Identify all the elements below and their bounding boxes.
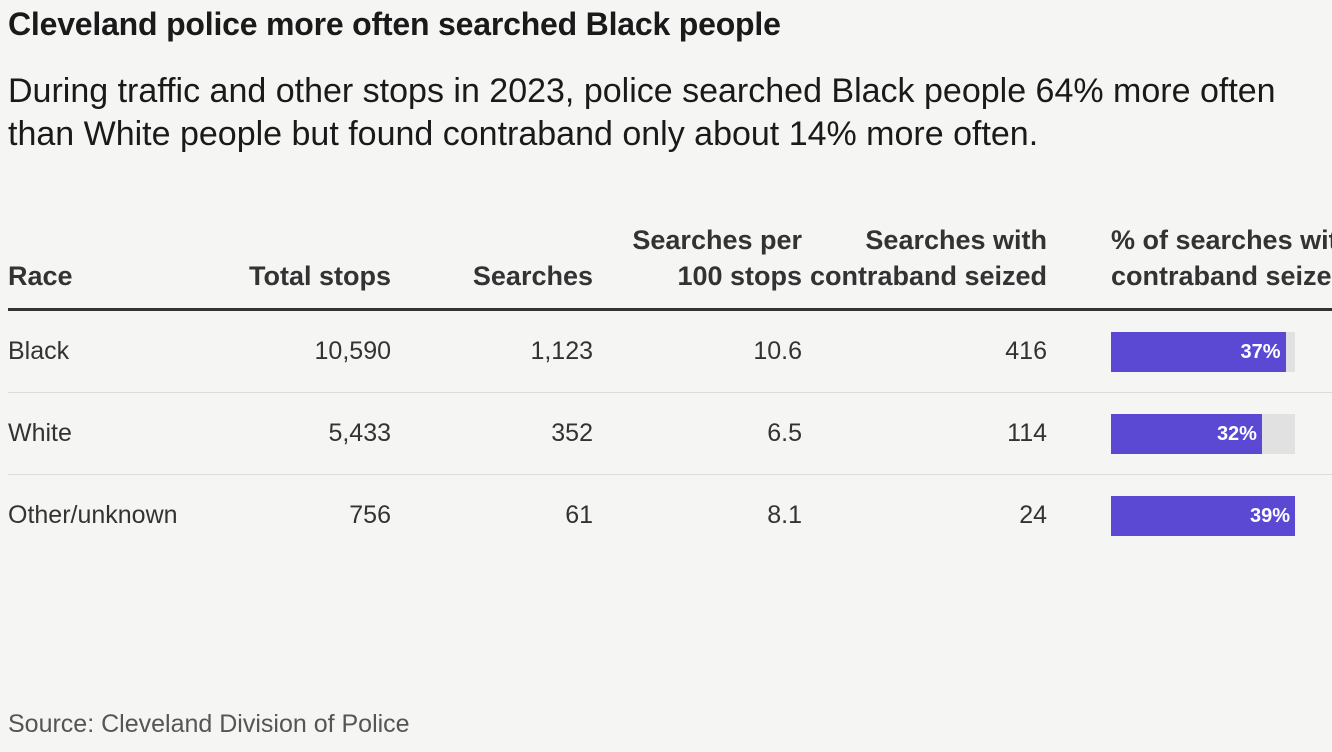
header-row: Race Total stops Searches Searches per 1… [8,222,1332,310]
bar-fill: 32% [1111,413,1262,454]
col-header-race: Race [8,261,73,291]
cell-race: Other/unknown [8,501,178,529]
data-table: Race Total stops Searches Searches per 1… [8,222,1332,556]
cell-total-stops: 756 [349,501,391,529]
cell-searches: 61 [565,501,593,529]
bar-value-label: 39% [1249,504,1290,527]
bar-track: 37% [1111,331,1295,372]
chart-title: Cleveland police more often searched Bla… [8,6,781,42]
bar-fill: 39% [1111,495,1295,536]
cell-searches: 1,123 [530,337,593,365]
source-note: Source: Cleveland Division of Police [8,710,410,738]
bar-track: 32% [1111,413,1295,454]
col-header-searches: Searches [472,261,593,291]
chart-subtitle: During traffic and other stops in 2023, … [8,72,1276,153]
table-body: Black 10,590 1,123 10.6 416 37% White 5,433 352 6… [8,310,1332,557]
col-header-searches-per-100: Searches per 100 stops [632,225,802,291]
cell-contraband: 24 [1019,501,1047,529]
col-header-total-stops: Total stops [248,261,391,291]
cell-searches: 352 [551,419,593,447]
table-row: Other/unknown 756 61 8.1 24 39% [8,475,1332,557]
bar-fill: 37% [1111,331,1286,372]
cell-contraband: 114 [1007,419,1047,447]
cell-searches-per-100: 6.5 [767,419,802,447]
cell-pct-bar: 32% [1047,393,1332,475]
bar-value-label: 32% [1216,422,1257,445]
cell-total-stops: 10,590 [314,337,391,365]
col-header-pct-contraband: % of searches with contraband seized [1111,225,1332,291]
cell-searches-per-100: 8.1 [767,501,802,529]
bar-value-label: 37% [1240,340,1281,363]
table-row: White 5,433 352 6.5 114 32% [8,393,1332,475]
table-row: Black 10,590 1,123 10.6 416 37% [8,310,1332,393]
cell-pct-bar: 37% [1047,310,1332,393]
cell-race: Black [8,337,70,365]
cell-race: White [8,419,72,447]
col-header-contraband: Searches with contraband seized [809,225,1047,291]
cell-contraband: 416 [1005,337,1047,365]
cell-pct-bar: 39% [1047,475,1332,557]
bar-track: 39% [1111,495,1295,536]
cell-total-stops: 5,433 [328,419,391,447]
cell-searches-per-100: 10.6 [753,337,802,365]
